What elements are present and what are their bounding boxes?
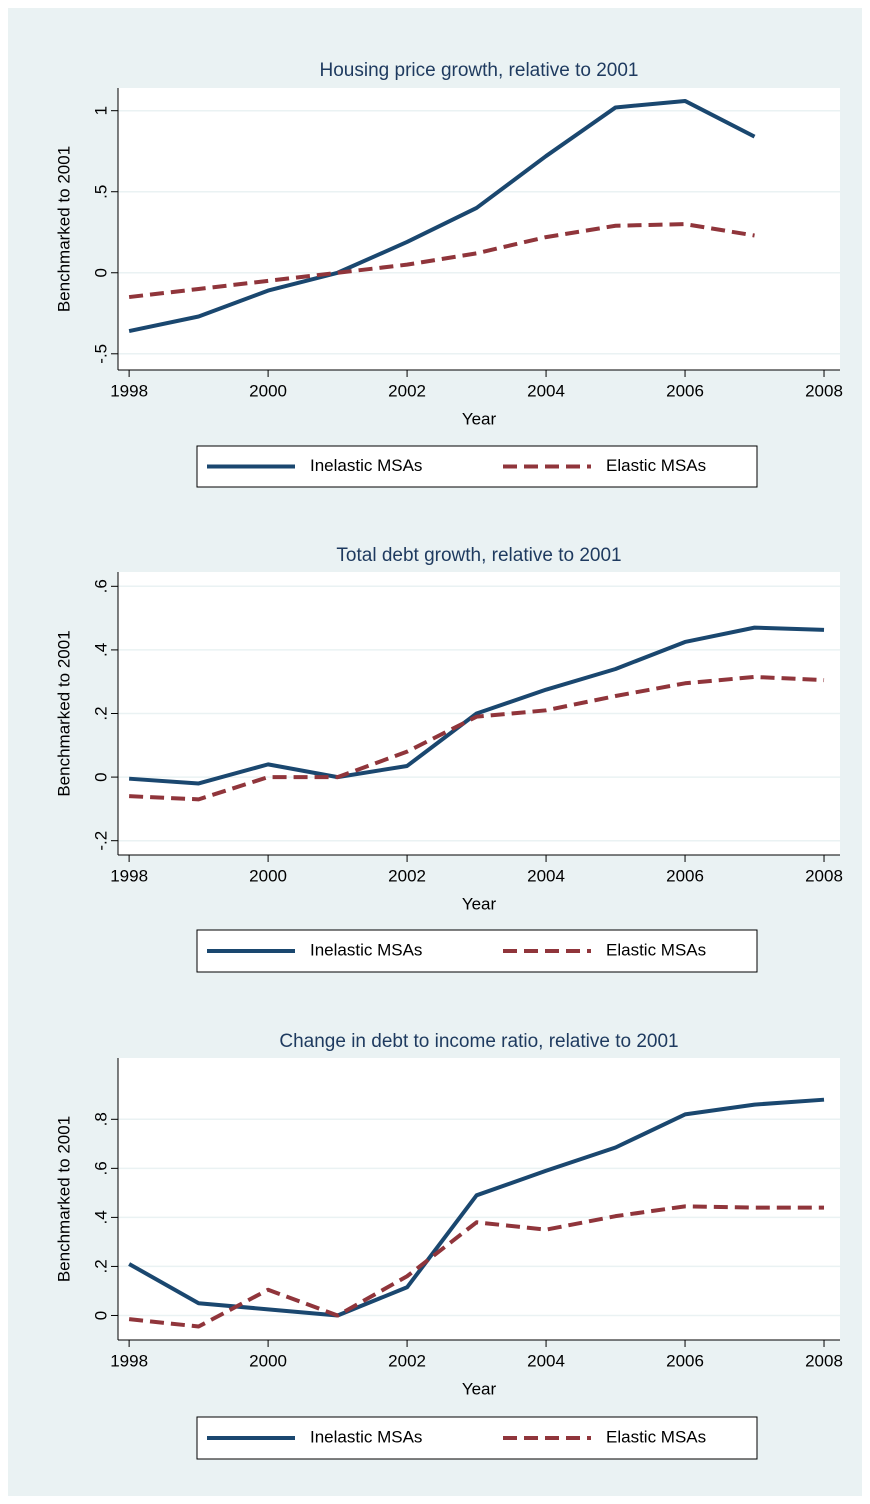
y-axis-title: Benchmarked to 2001	[54, 1116, 73, 1282]
x-tick-label: 1998	[110, 381, 148, 400]
chart-title: Housing price growth, relative to 2001	[320, 60, 639, 81]
y-tick-label: 0	[91, 772, 110, 781]
legend-label: Elastic MSAs	[606, 456, 706, 475]
x-tick-label: 2002	[388, 1351, 426, 1370]
y-axis-title: Benchmarked to 2001	[54, 146, 73, 312]
y-tick-label: .6	[91, 579, 110, 593]
y-tick-label: -.2	[91, 831, 110, 851]
x-tick-label: 2006	[666, 866, 704, 885]
x-tick-label: 2006	[666, 1351, 704, 1370]
x-tick-label: 2000	[249, 1351, 287, 1370]
x-tick-label: 1998	[110, 866, 148, 885]
x-tick-label: 2000	[249, 381, 287, 400]
x-axis-title: Year	[462, 1379, 497, 1398]
y-tick-label: .8	[91, 1112, 110, 1126]
y-tick-label: -.5	[91, 344, 110, 364]
x-tick-label: 2004	[527, 381, 565, 400]
x-tick-label: 2008	[805, 866, 843, 885]
chart-title: Change in debt to income ratio, relative…	[279, 1031, 678, 1052]
x-tick-label: 2002	[388, 381, 426, 400]
series-line	[128, 1204, 825, 1329]
x-axis-title: Year	[462, 409, 497, 428]
x-tick-label: 2000	[249, 866, 287, 885]
legend-label: Elastic MSAs	[606, 940, 706, 959]
plot-area	[118, 88, 840, 370]
y-tick-label: .6	[91, 1161, 110, 1175]
legend-label: Inelastic MSAs	[310, 940, 422, 959]
x-tick-label: 2002	[388, 866, 426, 885]
x-tick-label: 2008	[805, 381, 843, 400]
series-line	[128, 1097, 825, 1318]
x-tick-label: 2006	[666, 381, 704, 400]
legend-label: Inelastic MSAs	[310, 456, 422, 475]
x-tick-label: 1998	[110, 1351, 148, 1370]
y-tick-label: .4	[91, 643, 110, 657]
plot-area	[118, 1058, 840, 1340]
y-tick-label: .2	[91, 1259, 110, 1273]
y-tick-label: 0	[91, 268, 110, 277]
x-tick-label: 2004	[527, 866, 565, 885]
y-tick-label: .2	[91, 706, 110, 720]
legend-label: Elastic MSAs	[606, 1427, 706, 1446]
series-line	[128, 98, 756, 334]
x-axis-title: Year	[462, 894, 497, 913]
y-tick-label: .4	[91, 1210, 110, 1224]
y-axis-title: Benchmarked to 2001	[54, 630, 73, 796]
x-tick-label: 2004	[527, 1351, 565, 1370]
legend-label: Inelastic MSAs	[310, 1427, 422, 1446]
series-line	[129, 674, 825, 802]
y-tick-label: .5	[91, 185, 110, 199]
series-line	[128, 625, 825, 786]
series-line	[128, 222, 755, 300]
y-tick-label: 1	[91, 106, 110, 115]
y-tick-label: 0	[91, 1311, 110, 1320]
x-tick-label: 2008	[805, 1351, 843, 1370]
chart-title: Total debt growth, relative to 2001	[336, 545, 621, 566]
